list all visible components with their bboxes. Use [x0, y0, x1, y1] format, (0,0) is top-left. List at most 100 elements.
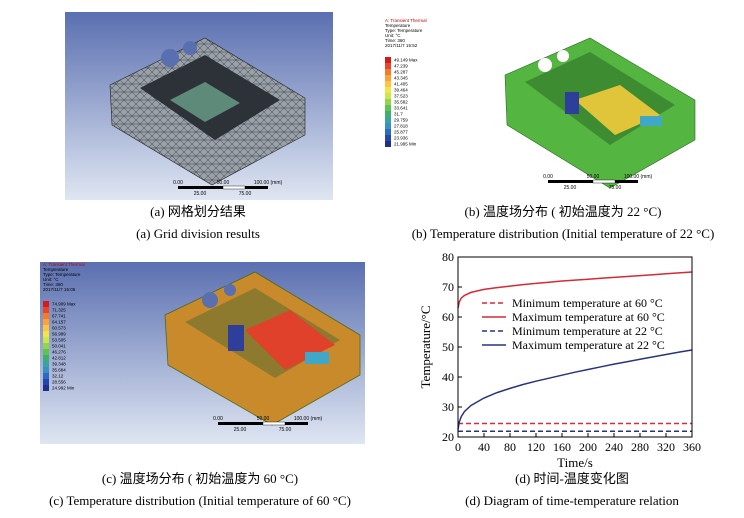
y-tick-label: 20 [442, 430, 454, 444]
legend-value: 56.989 [52, 332, 66, 337]
x-tick-label: 320 [657, 440, 675, 454]
legend-label: Maximum temperature at 60 °C [512, 310, 665, 324]
x-axis-label: Time/s [557, 455, 593, 470]
legend-value: 33.641 [394, 106, 408, 111]
y-tick-label: 50 [442, 340, 454, 354]
y-tick-label: 40 [442, 370, 454, 384]
legend-swatch [385, 105, 391, 111]
caption-en: (a) Grid division results [136, 226, 260, 241]
legend-swatch [385, 111, 391, 117]
x-tick-label: 240 [605, 440, 623, 454]
legend-value: 42.812 [52, 356, 66, 361]
legend-value: 25.877 [394, 130, 408, 135]
legend-header: Time: 360 [385, 38, 405, 43]
legend-value: 47.239 [394, 64, 408, 69]
scale-label: 25.00 [194, 191, 207, 197]
panel-c-image [40, 262, 365, 444]
caption-cn: (c) 温度场分布 ( 初始温度为 60 °C) [102, 471, 298, 486]
legend-header: Type: Temperature [43, 272, 81, 277]
legend-value: 32.12 [52, 374, 64, 379]
legend-value: 43.345 [394, 76, 408, 81]
legend-swatch [43, 349, 49, 355]
legend-header: Temperature [43, 267, 69, 272]
legend-value: 39.464 [394, 88, 408, 93]
legend-value: 24.992 Min [52, 386, 75, 391]
legend-value: 64.157 [52, 320, 66, 325]
scale-bar [262, 421, 286, 426]
legend-swatch [385, 75, 391, 81]
legend-swatch [43, 385, 49, 391]
legend-swatch [43, 373, 49, 379]
legend-swatch [43, 367, 49, 373]
legend-swatch [43, 313, 49, 319]
legend-swatch [385, 123, 391, 129]
legend-value: 21.995 Min [394, 142, 417, 147]
legend-swatch [385, 141, 391, 147]
scale-label: 50.00 [257, 416, 270, 422]
caption-cn: (d) 时间-温度变化图 [515, 471, 629, 486]
legend-swatch [43, 307, 49, 313]
legend-swatch [43, 343, 49, 349]
x-tick-label: 280 [631, 440, 649, 454]
scale-label: 100.00 (mm) [294, 416, 323, 422]
caption-cn: (a) 网格划分结果 [150, 204, 246, 219]
scale-label: 75.00 [609, 185, 622, 191]
scale-label: 0.00 [213, 416, 223, 422]
legend-header: Time: 360 [43, 282, 63, 287]
legend-value: 23.936 [394, 136, 408, 141]
legend-swatch [385, 135, 391, 141]
legend-swatch [385, 57, 391, 63]
y-tick-label: 60 [442, 310, 454, 324]
scale-label: 75.00 [239, 191, 252, 197]
legend-header: Unit: °C [385, 33, 401, 38]
y-tick-label: 30 [442, 400, 454, 414]
scale-label: 25.00 [564, 185, 577, 191]
legend-swatch [385, 81, 391, 87]
y-tick-label: 80 [442, 250, 454, 264]
panel-b-image [382, 18, 700, 196]
x-tick-label: 120 [527, 440, 545, 454]
scale-bar [222, 185, 246, 190]
legend-value: 60.573 [52, 326, 66, 331]
x-tick-label: 160 [553, 440, 571, 454]
legend-value: 74.909 Max [52, 302, 76, 307]
legend-swatch [43, 325, 49, 331]
legend-value: 41.405 [394, 82, 408, 87]
x-tick-label: 0 [455, 440, 461, 454]
legend-header: 2017/11/7 15:52 [385, 43, 418, 48]
legend-swatch [385, 129, 391, 135]
legend-value: 50.041 [52, 344, 66, 349]
scale-label: 75.00 [279, 427, 292, 433]
legend-swatch [43, 319, 49, 325]
legend-value: 37.523 [394, 94, 408, 99]
legend-swatch [43, 361, 49, 367]
legend-header: Temperature [385, 23, 411, 28]
caption-en: (b) Temperature distribution (Initial te… [412, 226, 715, 241]
panel-a-image [65, 12, 333, 200]
plot-frame [457, 256, 693, 438]
scale-label: 100.00 (mm) [624, 174, 653, 180]
legend-value: 49.149 Max [394, 58, 418, 63]
series-line [457, 271, 693, 309]
legend-label: Minimum temperature at 22 °C [512, 324, 663, 338]
legend-value: 46.276 [52, 350, 66, 355]
scale-label: 0.00 [543, 174, 553, 180]
scale-label: 0.00 [173, 180, 183, 186]
legend-value: 31.7 [394, 112, 403, 117]
legend-value: 27.818 [394, 124, 408, 129]
legend-label: Minimum temperature at 60 °C [512, 296, 663, 310]
legend-swatch [43, 331, 49, 337]
legend-header: Unit: °C [43, 277, 59, 282]
scale-label: 50.00 [587, 174, 600, 180]
legend-header: 2017/11/7 15:05 [43, 287, 76, 292]
legend-value: 67.741 [52, 314, 66, 319]
legend-value: 71.325 [52, 308, 66, 313]
legend-label: Maximum temperature at 22 °C [512, 338, 665, 352]
scale-label: 50.00 [217, 180, 230, 186]
legend-swatch [385, 117, 391, 123]
legend-swatch [385, 69, 391, 75]
legend-header: A: Transient Thermal [385, 18, 427, 23]
scale-label: 25.00 [234, 427, 247, 433]
caption-en: (c) Temperature distribution (Initial te… [49, 493, 351, 508]
